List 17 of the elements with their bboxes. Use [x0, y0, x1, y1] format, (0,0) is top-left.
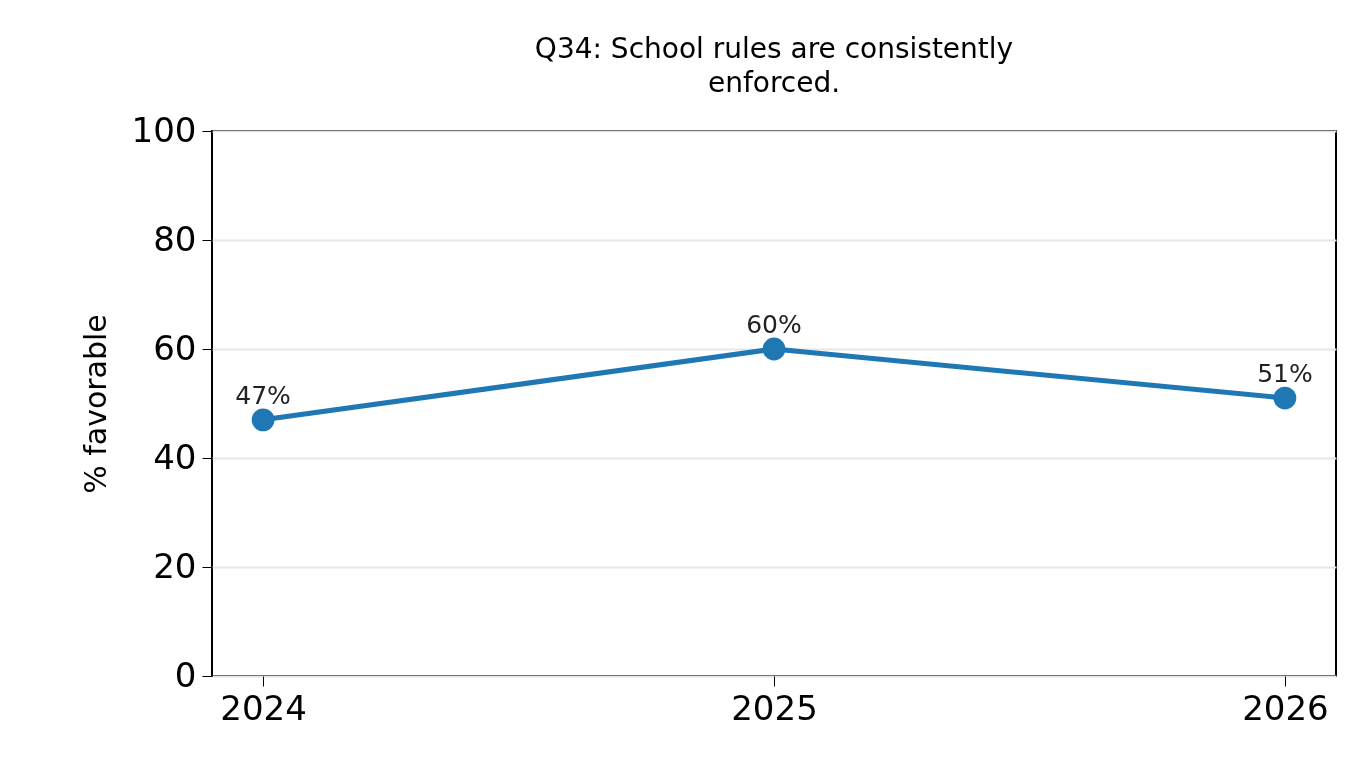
point [1273, 386, 1297, 410]
point [251, 408, 275, 432]
y-axis-title: % favorable [77, 314, 113, 494]
chart-title: Q34: School rules are consistently enforced. [534, 32, 1014, 99]
x-tick-label: 2024 [220, 687, 307, 728]
y-tick-label: 40 [153, 436, 197, 477]
x-tick-label: 2025 [731, 687, 818, 728]
y-tick-label: 80 [153, 218, 197, 259]
y-tick-label: 60 [153, 327, 197, 368]
data-label: 51% [1257, 359, 1313, 389]
data-label: 47% [235, 380, 291, 410]
y-tick-label: 0 [174, 654, 197, 695]
data-label: 60% [746, 310, 802, 339]
x-tick-label: 2026 [1242, 687, 1329, 728]
y-tick-label: 100 [131, 109, 197, 150]
point [762, 337, 786, 361]
y-tick-label: 20 [153, 545, 197, 586]
